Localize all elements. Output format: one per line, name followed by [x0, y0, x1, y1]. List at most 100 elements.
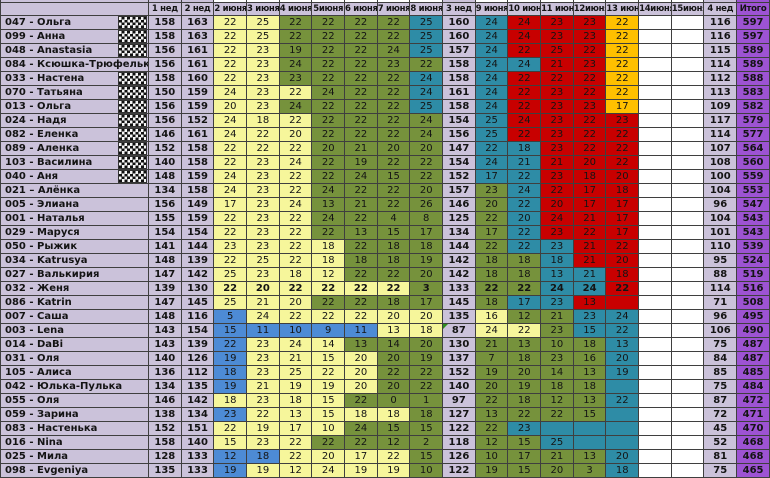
value-cell[interactable]: 22 [278, 169, 313, 184]
value-cell[interactable]: 23 [572, 57, 607, 72]
value-cell[interactable]: 20 [409, 141, 444, 156]
value-cell[interactable]: 130 [180, 281, 215, 296]
value-cell[interactable]: 24 [344, 421, 378, 436]
value-cell[interactable]: 25 [213, 295, 248, 310]
value-cell[interactable]: 19 [311, 379, 346, 394]
value-cell[interactable] [670, 267, 705, 282]
value-cell[interactable]: 108 [703, 155, 738, 170]
value-cell[interactable]: 130 [442, 337, 476, 352]
value-cell[interactable] [670, 197, 705, 212]
value-cell[interactable] [670, 99, 705, 114]
value-cell[interactable]: 17 [507, 295, 542, 310]
value-cell[interactable] [670, 309, 705, 324]
value-cell[interactable]: 465 [736, 463, 770, 478]
value-cell[interactable]: 22 [376, 281, 411, 296]
value-cell[interactable]: 156 [442, 127, 476, 142]
value-cell[interactable] [638, 85, 672, 100]
value-cell[interactable]: 106 [703, 323, 738, 338]
value-cell[interactable]: 19 [409, 351, 444, 366]
value-cell[interactable]: 148 [148, 309, 182, 324]
value-cell[interactable]: 152 [148, 141, 182, 156]
value-cell[interactable]: 22 [474, 281, 509, 296]
value-cell[interactable]: 116 [703, 15, 738, 30]
value-cell[interactable]: 20 [344, 365, 378, 380]
value-cell[interactable]: 22 [572, 141, 607, 156]
column-header-8[interactable]: 7 июня [376, 2, 411, 16]
column-header-3[interactable]: 2 июня [213, 2, 248, 16]
value-cell[interactable]: 559 [736, 169, 770, 184]
value-cell[interactable]: 22 [344, 57, 378, 72]
value-cell[interactable] [670, 351, 705, 366]
value-cell[interactable]: 161 [180, 43, 215, 58]
value-cell[interactable]: 22 [311, 113, 346, 128]
value-cell[interactable]: 15 [507, 435, 542, 450]
value-cell[interactable]: 22 [278, 113, 313, 128]
value-cell[interactable]: 508 [736, 295, 770, 310]
value-cell[interactable]: 23 [246, 85, 280, 100]
value-cell[interactable]: 142 [180, 393, 215, 408]
row-name-cell[interactable]: 059 - Зарина [0, 407, 149, 422]
value-cell[interactable]: 485 [736, 365, 770, 380]
value-cell[interactable]: 22 [344, 393, 378, 408]
value-cell[interactable]: 22 [474, 141, 509, 156]
value-cell[interactable]: 24 [213, 113, 248, 128]
value-cell[interactable] [670, 393, 705, 408]
value-cell[interactable]: 114 [703, 281, 738, 296]
value-cell[interactable]: 20 [474, 197, 509, 212]
value-cell[interactable]: 21 [540, 57, 574, 72]
value-cell[interactable]: 560 [736, 155, 770, 170]
value-cell[interactable]: 20 [376, 141, 411, 156]
value-cell[interactable] [605, 379, 640, 394]
value-cell[interactable]: 22 [376, 15, 411, 30]
value-cell[interactable]: 122 [442, 463, 476, 478]
value-cell[interactable] [638, 323, 672, 338]
value-cell[interactable]: 156 [148, 197, 182, 212]
value-cell[interactable]: 112 [180, 365, 215, 380]
value-cell[interactable]: 22 [507, 85, 542, 100]
value-cell[interactable]: 18 [605, 463, 640, 478]
value-cell[interactable]: 18 [507, 253, 542, 268]
value-cell[interactable] [670, 211, 705, 226]
value-cell[interactable]: 18 [376, 239, 411, 254]
value-cell[interactable]: 158 [180, 183, 215, 198]
value-cell[interactable]: 13 [344, 225, 378, 240]
value-cell[interactable]: 23 [246, 211, 280, 226]
value-cell[interactable] [670, 337, 705, 352]
value-cell[interactable]: 158 [180, 155, 215, 170]
value-cell[interactable]: 13 [311, 197, 346, 212]
value-cell[interactable]: 20 [311, 141, 346, 156]
value-cell[interactable]: 158 [148, 71, 182, 86]
value-cell[interactable]: 24 [213, 183, 248, 198]
value-cell[interactable] [638, 141, 672, 156]
value-cell[interactable]: 18 [572, 337, 607, 352]
value-cell[interactable]: 10 [311, 421, 346, 436]
value-cell[interactable]: 25 [246, 253, 280, 268]
value-cell[interactable]: 24 [474, 43, 509, 58]
value-cell[interactable]: 161 [442, 85, 476, 100]
value-cell[interactable]: 22 [474, 421, 509, 436]
value-cell[interactable] [638, 197, 672, 212]
value-cell[interactable]: 22 [605, 239, 640, 254]
column-header-7[interactable]: 6 июня [344, 2, 378, 16]
value-cell[interactable]: 18 [278, 267, 313, 282]
value-cell[interactable]: 22 [507, 323, 542, 338]
value-cell[interactable]: 25 [540, 435, 574, 450]
value-cell[interactable]: 22 [507, 127, 542, 142]
value-cell[interactable]: 22 [344, 43, 378, 58]
value-cell[interactable]: 24 [540, 281, 574, 296]
value-cell[interactable]: 22 [409, 365, 444, 380]
value-cell[interactable]: 15 [376, 225, 411, 240]
value-cell[interactable]: 22 [344, 267, 378, 282]
value-cell[interactable] [670, 155, 705, 170]
value-cell[interactable] [638, 295, 672, 310]
value-cell[interactable]: 45 [703, 421, 738, 436]
row-name-cell[interactable]: 042 - Юлька-Пулька [0, 379, 149, 394]
value-cell[interactable]: 22 [344, 99, 378, 114]
value-cell[interactable]: 17 [605, 225, 640, 240]
value-cell[interactable]: 24 [474, 29, 509, 44]
value-cell[interactable]: 161 [180, 127, 215, 142]
value-cell[interactable]: 20 [605, 169, 640, 184]
column-header-15[interactable]: 13 июня [605, 2, 640, 16]
column-header-13[interactable]: 11 июня [540, 2, 574, 16]
value-cell[interactable]: 156 [148, 57, 182, 72]
